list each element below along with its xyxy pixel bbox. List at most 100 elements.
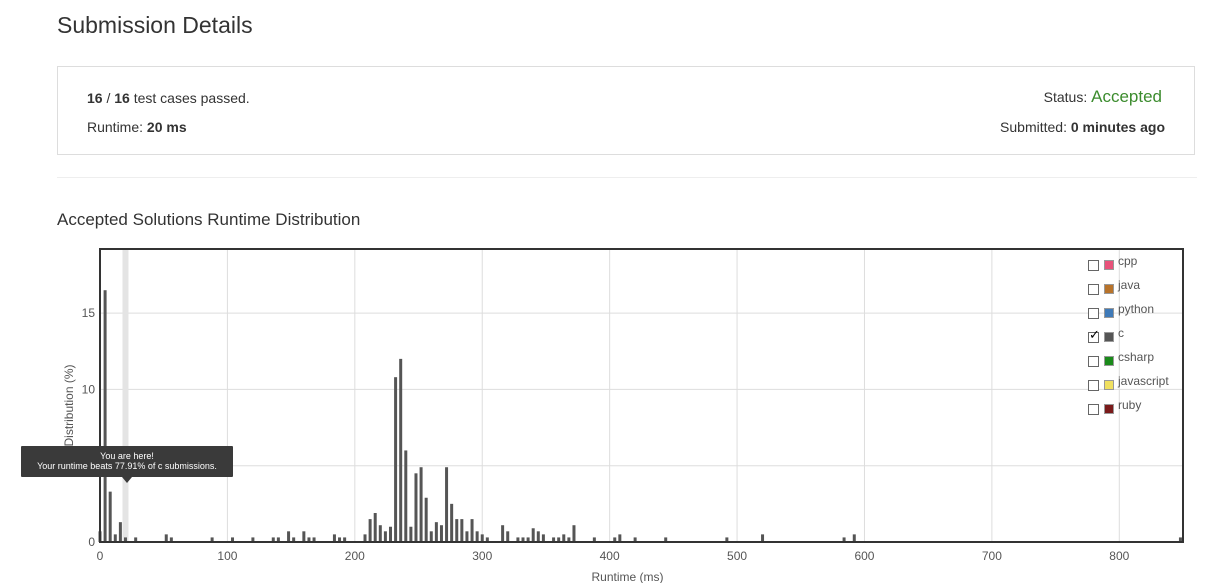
chart-bar — [470, 519, 474, 542]
chart-bar — [343, 537, 347, 542]
legend-checkbox[interactable] — [1088, 328, 1100, 343]
chart-bar — [419, 467, 423, 542]
chart-bars — [98, 290, 1182, 542]
legend-item-cpp[interactable]: cpp — [1088, 254, 1138, 274]
submission-summary-panel: 16 / 16 test cases passed. Runtime: 20 m… — [57, 66, 1195, 155]
legend-swatch — [1104, 332, 1114, 342]
chart-bar — [592, 537, 596, 542]
chart-bar — [618, 534, 622, 542]
chart-bar — [292, 537, 296, 542]
x-tick-label: 200 — [345, 549, 365, 563]
x-tick-label: 0 — [97, 549, 104, 563]
chart-bar — [210, 537, 214, 542]
legend-checkbox[interactable] — [1088, 355, 1099, 367]
chart-bar — [1178, 537, 1182, 542]
chart-bar — [108, 491, 112, 542]
chart-bar — [414, 473, 418, 542]
x-tick-label: 700 — [982, 549, 1002, 563]
test-cases-result: 16 / 16 test cases passed. — [87, 90, 250, 106]
legend-label: cpp — [1118, 254, 1138, 268]
count-separator: / — [106, 90, 111, 106]
x-tick-label: 600 — [854, 549, 874, 563]
legend-swatch — [1104, 284, 1114, 294]
chart-bar — [409, 526, 413, 542]
chart-bar — [338, 537, 342, 542]
legend-label: c — [1118, 326, 1124, 340]
submitted-value: 0 minutes ago — [1070, 119, 1165, 135]
chart-bar — [312, 537, 316, 542]
runtime-label: Runtime: — [87, 119, 144, 135]
legend-checkbox[interactable] — [1088, 379, 1099, 391]
chart-bar — [113, 534, 117, 542]
chart-bar — [613, 537, 617, 542]
legend-swatch — [1104, 260, 1114, 270]
x-tick-label: 400 — [600, 549, 620, 563]
y-tick-label: 15 — [82, 306, 96, 320]
legend-item-c[interactable]: c — [1088, 326, 1124, 346]
tooltip-line-2: Your runtime beats 77.91% of c submissio… — [37, 461, 217, 471]
x-tick-label: 300 — [472, 549, 492, 563]
chart-bar — [455, 519, 459, 542]
chart-bar — [383, 531, 387, 542]
chart-bar — [363, 534, 367, 542]
chart-bar — [501, 525, 505, 542]
total-count: 16 — [114, 90, 130, 106]
legend-item-java[interactable]: java — [1088, 278, 1141, 298]
chart-bar — [378, 525, 382, 542]
chart-bar — [521, 537, 525, 542]
chart-bar — [276, 537, 280, 542]
legend-swatch — [1104, 380, 1114, 390]
section-divider — [57, 177, 1197, 178]
status-label: Status: — [1043, 89, 1088, 105]
runtime-info: Runtime: 20 ms — [87, 119, 187, 135]
status-value: Accepted — [1091, 87, 1162, 106]
chart-bar — [307, 537, 311, 542]
current-runtime-highlight — [122, 249, 129, 542]
chart-bar — [516, 537, 520, 542]
chart-bar — [557, 537, 561, 542]
chart-bar — [231, 537, 235, 542]
passed-suffix: test cases passed. — [133, 90, 250, 106]
chart-bar — [399, 358, 403, 542]
chart-bar — [664, 537, 668, 542]
legend-item-python[interactable]: python — [1088, 302, 1155, 322]
chart-bar — [103, 290, 107, 542]
chart-bar — [287, 531, 291, 542]
y-axis-label: Distribution (%) — [62, 364, 76, 446]
legend-swatch — [1104, 308, 1114, 318]
chart-bar — [164, 534, 168, 542]
legend-checkbox[interactable] — [1088, 283, 1099, 295]
chart-bar — [271, 537, 275, 542]
chart-bar — [526, 537, 530, 542]
chart-bar — [552, 537, 556, 542]
chart-bar — [567, 537, 571, 542]
legend-checkbox[interactable] — [1088, 403, 1099, 415]
chart-bar — [506, 531, 510, 542]
chart-bar — [394, 377, 398, 542]
legend-item-csharp[interactable]: csharp — [1088, 350, 1154, 370]
legend-item-javascript[interactable]: javascript — [1088, 374, 1169, 394]
x-tick-label: 100 — [217, 549, 237, 563]
chart-bar — [531, 528, 535, 542]
chart-bar — [562, 534, 566, 542]
page-title: Submission Details — [57, 12, 253, 38]
chart-bar — [450, 503, 454, 542]
legend-checkbox[interactable] — [1088, 307, 1099, 319]
legend-checkbox[interactable] — [1088, 259, 1099, 271]
chart-bar — [429, 531, 433, 542]
x-axis-label: Runtime (ms) — [591, 570, 663, 583]
y-tick-label: 0 — [88, 535, 95, 549]
legend-label: python — [1118, 302, 1155, 316]
legend-item-ruby[interactable]: ruby — [1088, 398, 1141, 418]
chart-bar — [536, 531, 540, 542]
chart-bar — [761, 534, 765, 542]
chart-bar — [485, 537, 489, 542]
chart-bar — [475, 531, 479, 542]
chart-bar — [572, 525, 576, 542]
legend-label: java — [1118, 278, 1141, 292]
chart-bar — [633, 537, 637, 542]
chart-bar — [541, 534, 545, 542]
chart-bar — [302, 531, 306, 542]
chart-bar — [123, 537, 127, 542]
x-tick-label: 500 — [727, 549, 747, 563]
